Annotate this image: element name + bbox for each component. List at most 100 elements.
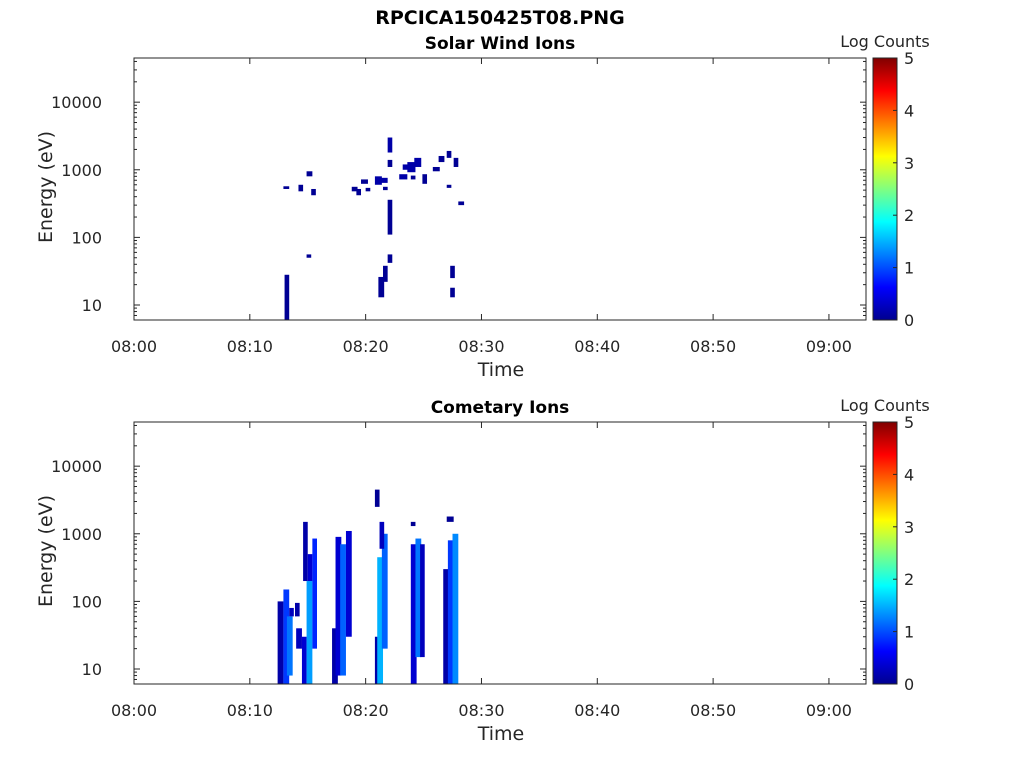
heatmap-cell [289, 607, 294, 617]
x-tick-label: 08:40 [574, 701, 620, 720]
heatmap-cell [383, 265, 388, 282]
colorbar-tick-label: 2 [904, 206, 914, 225]
heatmap-cell [458, 201, 465, 206]
heatmap-cell [420, 544, 425, 658]
colorbar-tick-label: 0 [904, 311, 914, 330]
heatmap-cell [356, 188, 362, 196]
x-tick-label: 08:20 [343, 337, 389, 356]
y-tick-label: 1000 [61, 525, 102, 544]
heatmap-cell [377, 557, 384, 684]
heatmap-cell [374, 489, 380, 507]
x-tick-label: 08:20 [343, 701, 389, 720]
plot-area [134, 422, 866, 684]
heatmap-cell [306, 581, 313, 684]
figure-title: RPCICA150425T08.PNG [375, 7, 625, 29]
heatmap-cell [311, 188, 316, 196]
heatmap-cell [374, 176, 382, 185]
x-tick-label: 08:10 [227, 337, 273, 356]
heatmap-cell [447, 540, 454, 684]
heatmap-cell [307, 554, 313, 582]
heatmap-cell [383, 186, 388, 191]
heatmap-cell [301, 636, 307, 684]
heatmap-cell [283, 186, 290, 189]
heatmap-cell [379, 521, 385, 549]
heatmap-cell [387, 199, 393, 235]
heatmap-cell [446, 516, 454, 522]
x-tick-label: 08:50 [690, 337, 736, 356]
colorbar-tick-label: 1 [904, 259, 914, 278]
heatmap-cell [450, 287, 455, 298]
y-axis-label: Energy (eV) [35, 495, 57, 607]
heatmap-cell [387, 159, 393, 167]
heatmap-cell [452, 533, 459, 684]
heatmap-cells [283, 137, 465, 320]
heatmap-cell [361, 179, 368, 184]
heatmap-cell [387, 254, 393, 263]
heatmap-cell [446, 184, 452, 188]
panel-title: Cometary Ions [431, 398, 570, 418]
colorbar-label: Log Counts [840, 32, 930, 51]
panel-1: 08:00 08:10 08:20 08:30 08:40 08:50 09:0010100… [35, 32, 930, 381]
colorbar [872, 421, 898, 685]
heatmap-cell [332, 628, 338, 684]
x-axis-label: Time [477, 359, 525, 381]
y-tick-label: 10 [82, 660, 102, 679]
heatmap-cell [410, 544, 417, 684]
heatmap-cell [303, 521, 308, 582]
heatmap-cell [283, 589, 290, 684]
heatmap-cell [345, 530, 352, 637]
heatmap-cell [399, 174, 408, 180]
x-tick-label: 08:00 [111, 337, 157, 356]
colorbar-tick-label: 2 [904, 570, 914, 589]
y-tick-label: 10000 [51, 93, 102, 112]
x-tick-label: 08:50 [690, 701, 736, 720]
heatmap-cell [378, 276, 385, 298]
heatmap-cell [450, 265, 455, 279]
colorbar-tick-label: 5 [904, 413, 914, 432]
x-tick-label: 08:30 [458, 337, 504, 356]
heatmap-cell [277, 601, 284, 684]
heatmap-cell [446, 150, 452, 158]
heatmap-cell [306, 254, 312, 258]
colorbar-tick-label: 4 [904, 465, 914, 484]
x-axis-label: Time [477, 723, 525, 745]
panel-title: Solar Wind Ions [425, 34, 576, 54]
heatmap-cell [286, 616, 293, 676]
x-tick-label: 09:00 [806, 701, 852, 720]
heatmap-cell [298, 184, 304, 192]
x-tick-label: 09:00 [806, 337, 852, 356]
heatmap-cell [414, 157, 422, 167]
heatmap-cell [294, 602, 300, 617]
y-tick-label: 1000 [61, 161, 102, 180]
heatmap-cell [407, 162, 416, 173]
heatmap-cell [296, 628, 302, 649]
heatmap-cell [410, 175, 416, 180]
colorbar [872, 57, 898, 321]
heatmap-cells [277, 489, 459, 684]
heatmap-cell [415, 538, 422, 658]
heatmap-cell [438, 155, 445, 163]
heatmap-cell [410, 521, 416, 527]
y-axis-label: Energy (eV) [35, 131, 57, 243]
colorbar-tick-label: 4 [904, 101, 914, 120]
y-tick-label: 100 [71, 228, 102, 247]
heatmap-cell [443, 569, 450, 684]
x-tick-label: 08:40 [574, 337, 620, 356]
colorbar-tick-label: 1 [904, 623, 914, 642]
heatmap-cell [381, 533, 388, 649]
heatmap-cell [402, 164, 410, 170]
y-tick-label: 100 [71, 592, 102, 611]
y-tick-label: 10 [82, 296, 102, 315]
heatmap-cell [312, 538, 317, 649]
plot-area [134, 58, 866, 320]
x-tick-label: 08:30 [458, 701, 504, 720]
colorbar-label: Log Counts [840, 396, 930, 415]
heatmap-cell [284, 274, 290, 320]
heatmap-cell [365, 187, 371, 192]
heatmap-cell [380, 177, 388, 183]
axes-frame [133, 57, 867, 321]
colorbar-tick-label: 5 [904, 49, 914, 68]
heatmap-cell [422, 174, 428, 184]
colorbar-tick-label: 0 [904, 675, 914, 694]
